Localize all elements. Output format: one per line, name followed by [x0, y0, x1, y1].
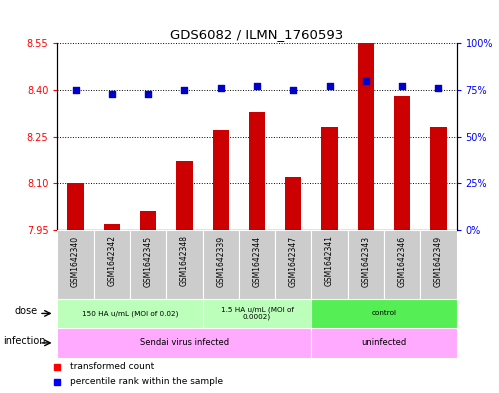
Text: infection: infection	[3, 336, 45, 345]
Bar	[203, 299, 311, 328]
Text: Sendai virus infected: Sendai virus infected	[140, 338, 229, 347]
Bar	[176, 162, 193, 230]
Text: GSM1642346: GSM1642346	[398, 235, 407, 286]
Text: GSM1642339: GSM1642339	[216, 235, 225, 286]
Text: dose: dose	[14, 306, 37, 316]
Text: GSM1642341: GSM1642341	[325, 235, 334, 286]
Point	[362, 77, 370, 84]
Bar	[249, 112, 265, 230]
Bar	[166, 230, 203, 299]
Bar	[140, 211, 156, 230]
Bar	[239, 230, 275, 299]
Bar	[130, 230, 166, 299]
Text: GSM1642340: GSM1642340	[71, 235, 80, 286]
Point	[289, 87, 297, 93]
Point	[181, 87, 189, 93]
Text: transformed count: transformed count	[70, 362, 154, 371]
Bar	[203, 230, 239, 299]
Bar	[394, 96, 410, 230]
Bar	[67, 183, 84, 230]
Bar	[57, 328, 311, 358]
Bar	[420, 230, 457, 299]
Bar	[348, 230, 384, 299]
Text: GSM1642343: GSM1642343	[361, 235, 370, 286]
Title: GDS6082 / ILMN_1760593: GDS6082 / ILMN_1760593	[170, 28, 344, 40]
Point	[435, 85, 443, 91]
Bar	[104, 224, 120, 230]
Text: 150 HA u/mL (MOI of 0.02): 150 HA u/mL (MOI of 0.02)	[82, 310, 178, 317]
Text: 1.5 HA u/mL (MOI of
0.0002): 1.5 HA u/mL (MOI of 0.0002)	[221, 307, 293, 320]
Point	[217, 85, 225, 91]
Text: uninfected: uninfected	[361, 338, 407, 347]
Bar	[384, 230, 420, 299]
Text: GSM1642344: GSM1642344	[252, 235, 261, 286]
Point	[253, 83, 261, 89]
Bar	[285, 177, 301, 230]
Text: percentile rank within the sample: percentile rank within the sample	[70, 377, 223, 386]
Text: GSM1642342: GSM1642342	[107, 235, 116, 286]
Bar	[213, 130, 229, 230]
Bar	[94, 230, 130, 299]
Point	[108, 90, 116, 97]
Bar	[275, 230, 311, 299]
Text: GSM1642347: GSM1642347	[289, 235, 298, 286]
Point	[71, 87, 79, 93]
Point	[398, 83, 406, 89]
Bar	[311, 230, 348, 299]
Bar	[358, 43, 374, 230]
Text: control: control	[371, 310, 397, 316]
Text: GSM1642345: GSM1642345	[144, 235, 153, 286]
Text: GSM1642348: GSM1642348	[180, 235, 189, 286]
Bar	[57, 299, 203, 328]
Bar	[311, 299, 457, 328]
Point	[144, 90, 152, 97]
Point	[325, 83, 333, 89]
Bar	[430, 127, 447, 230]
Bar	[57, 230, 94, 299]
Text: GSM1642349: GSM1642349	[434, 235, 443, 286]
Bar	[311, 328, 457, 358]
Bar	[321, 127, 338, 230]
